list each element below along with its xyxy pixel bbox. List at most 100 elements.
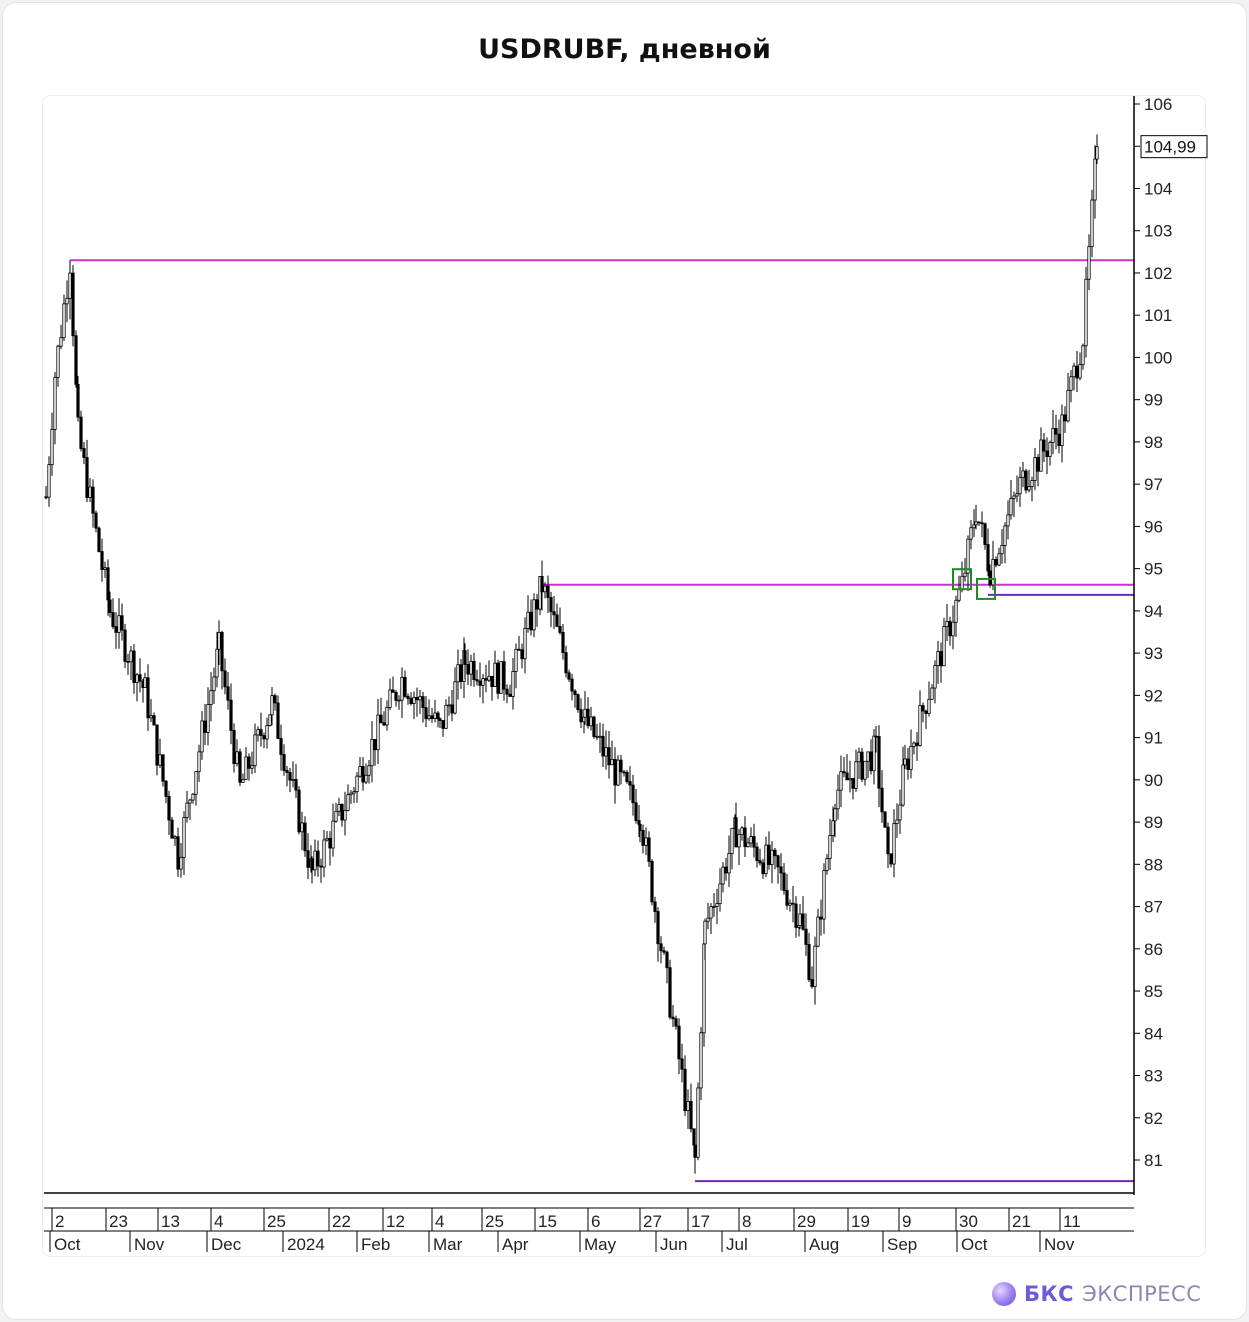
x-day-label: 11 bbox=[1063, 1212, 1081, 1231]
x-month-label: May bbox=[584, 1235, 617, 1254]
candle-body bbox=[164, 780, 168, 797]
candle-body bbox=[53, 376, 57, 430]
candle-body bbox=[1024, 470, 1028, 491]
candle-body bbox=[895, 819, 899, 825]
candle-body bbox=[1009, 497, 1013, 516]
candle-body bbox=[680, 1058, 684, 1070]
candle-body bbox=[322, 839, 326, 868]
candle-body bbox=[1072, 365, 1076, 378]
candle-body bbox=[343, 809, 347, 821]
candle-body bbox=[963, 572, 967, 577]
candle-body bbox=[212, 676, 216, 692]
candle-body bbox=[120, 615, 124, 631]
candle-body bbox=[203, 720, 207, 733]
candle-body bbox=[883, 811, 887, 828]
candle-body bbox=[194, 771, 198, 795]
candle-body bbox=[641, 830, 645, 846]
x-day-label: 4 bbox=[214, 1212, 223, 1231]
candle-body bbox=[403, 676, 407, 697]
y-tick-label: 91 bbox=[1144, 729, 1163, 748]
candle-body bbox=[409, 698, 413, 704]
candle-body bbox=[1036, 457, 1040, 472]
x-day-label: 25 bbox=[267, 1212, 286, 1231]
candle-body bbox=[111, 612, 115, 628]
candle-body bbox=[828, 835, 832, 859]
candle-body bbox=[310, 858, 314, 871]
candle-body bbox=[912, 742, 916, 747]
y-tick-label: 82 bbox=[1144, 1109, 1163, 1128]
candle-body bbox=[839, 771, 843, 791]
candle-body bbox=[475, 679, 479, 682]
candle-body bbox=[740, 827, 744, 835]
candle-body bbox=[456, 664, 460, 683]
candle-body bbox=[129, 650, 133, 663]
candle-body bbox=[173, 836, 177, 839]
candle-body bbox=[659, 943, 663, 952]
candle-body bbox=[1045, 450, 1049, 457]
candle-body bbox=[502, 661, 506, 690]
candle-body bbox=[499, 661, 503, 694]
candle-body bbox=[906, 758, 910, 770]
chart-panel bbox=[42, 95, 1206, 1257]
candle-body bbox=[88, 486, 92, 498]
candle-body bbox=[259, 729, 263, 737]
x-month-label: 2024 bbox=[287, 1235, 325, 1254]
candle-body bbox=[200, 720, 204, 753]
y-axis: 81 82 83 84 85 86 87 88 89 90 91 92 93 94 95 96 97 98 99 10… bbox=[1133, 95, 1208, 1195]
candle-body bbox=[355, 775, 359, 793]
candle-body bbox=[44, 496, 48, 499]
candle-body bbox=[400, 676, 404, 701]
candle-body bbox=[143, 677, 147, 688]
candle-body bbox=[1039, 439, 1043, 472]
candle-body bbox=[397, 699, 401, 702]
candle-body bbox=[1027, 486, 1031, 491]
candle-body bbox=[813, 945, 817, 987]
candle-body bbox=[974, 521, 978, 526]
candle-body bbox=[662, 950, 666, 953]
candle-body bbox=[930, 687, 934, 700]
candle-body bbox=[361, 765, 365, 783]
candle-body bbox=[188, 799, 192, 804]
candle-body bbox=[543, 585, 547, 593]
candle-body bbox=[851, 778, 855, 789]
candle-body bbox=[604, 747, 608, 757]
candle-body bbox=[1084, 278, 1088, 347]
candle-body bbox=[613, 758, 617, 786]
x-month-label: Jul bbox=[726, 1235, 748, 1254]
x-day-label: 13 bbox=[161, 1212, 180, 1231]
candle-body bbox=[730, 828, 734, 854]
candle-body bbox=[718, 883, 722, 905]
candle-body bbox=[1090, 199, 1094, 248]
candle-body bbox=[244, 756, 248, 780]
candles bbox=[44, 134, 1099, 1174]
candle-body bbox=[656, 911, 660, 945]
candle-body bbox=[825, 858, 829, 871]
candle-body bbox=[863, 760, 867, 780]
candle-body bbox=[625, 772, 629, 782]
candle-body bbox=[340, 803, 344, 821]
candle-body bbox=[126, 660, 130, 663]
candle-body bbox=[804, 928, 808, 945]
candle-body bbox=[62, 303, 66, 339]
candle-body bbox=[570, 678, 574, 692]
candle-body bbox=[103, 567, 107, 570]
candle-body bbox=[282, 754, 286, 771]
candle-body bbox=[877, 736, 881, 789]
x-month-label: Apr bbox=[502, 1235, 529, 1254]
candle-body bbox=[677, 1025, 681, 1060]
candle-body bbox=[300, 822, 304, 833]
x-month-label: Oct bbox=[54, 1235, 81, 1254]
candle-body bbox=[933, 665, 937, 689]
y-tick-label: 85 bbox=[1144, 982, 1163, 1001]
candle-body bbox=[352, 791, 356, 794]
brand-logo-icon bbox=[992, 1282, 1016, 1306]
candle-body bbox=[182, 817, 186, 858]
candle-body bbox=[561, 632, 565, 653]
candle-body bbox=[889, 853, 893, 865]
candle-body bbox=[549, 597, 553, 613]
candle-body bbox=[647, 837, 651, 862]
x-month-label: Aug bbox=[809, 1235, 839, 1254]
candle-body bbox=[117, 615, 121, 633]
y-tick-label: 95 bbox=[1144, 560, 1163, 579]
candle-body bbox=[155, 724, 159, 766]
